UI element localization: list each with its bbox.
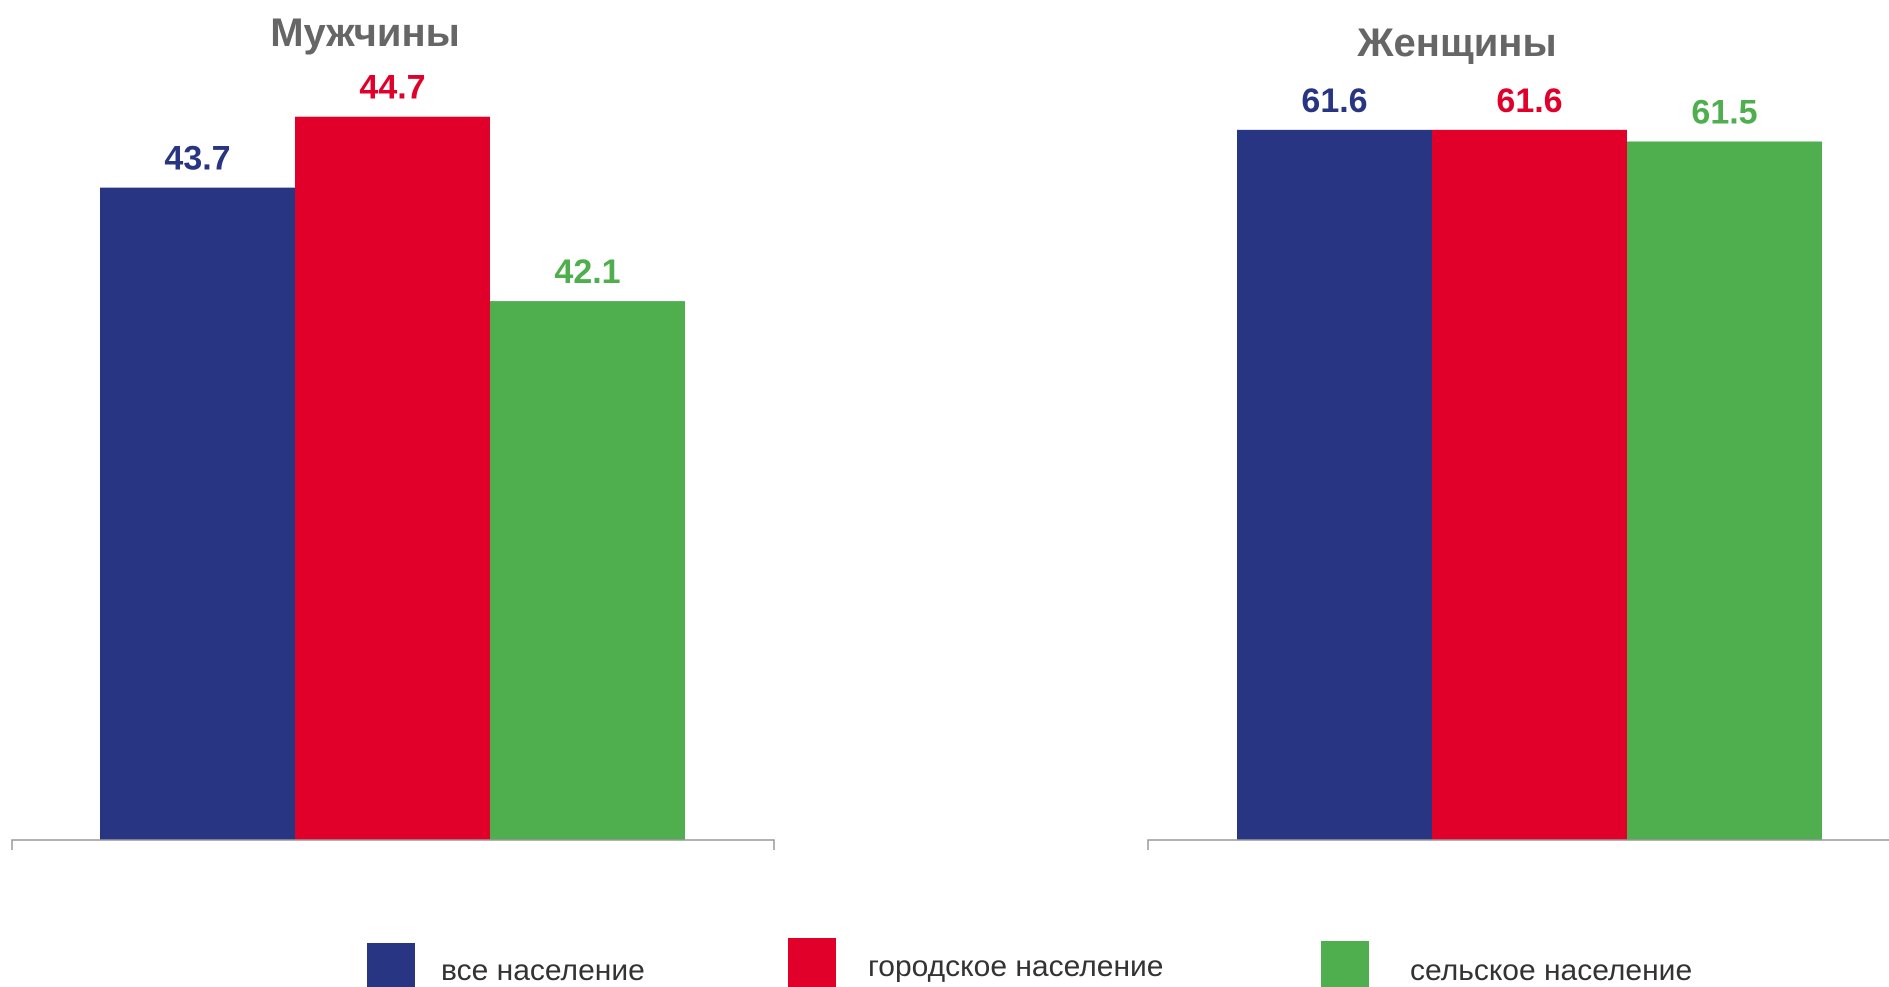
chart-panel-men: Мужчины 43.7 44.7 42.1 bbox=[11, 11, 775, 850]
bar-women-urban bbox=[1432, 129, 1627, 840]
value-label-men-all: 43.7 bbox=[164, 140, 230, 178]
legend-item-rural: сельское население bbox=[1321, 941, 1692, 987]
bar-men-urban bbox=[295, 116, 490, 840]
legend-swatch-all bbox=[367, 943, 415, 987]
chart-title-women: Женщины bbox=[1356, 21, 1556, 65]
legend-label-rural: сельское население bbox=[1410, 954, 1692, 987]
chart-title-men: Мужчины bbox=[270, 11, 460, 55]
value-label-men-urban: 44.7 bbox=[359, 69, 425, 107]
value-label-women-urban: 61.6 bbox=[1496, 82, 1562, 120]
legend-swatch-urban bbox=[788, 938, 836, 987]
value-label-group-women: 61.6 61.6 61.5 bbox=[1301, 82, 1757, 132]
chart-panel-women: Женщины 61.6 61.6 61.5 bbox=[1147, 21, 1889, 850]
legend-item-urban: городское население bbox=[788, 938, 1164, 987]
bar-women-all bbox=[1237, 129, 1432, 840]
value-label-women-all: 61.6 bbox=[1301, 82, 1367, 120]
value-label-women-rural: 61.5 bbox=[1691, 93, 1757, 131]
legend-label-all: все население bbox=[441, 954, 645, 987]
legend-label-urban: городское население bbox=[868, 950, 1164, 983]
bar-group-women bbox=[1237, 129, 1822, 840]
value-label-group-men: 43.7 44.7 42.1 bbox=[164, 69, 620, 291]
legend-swatch-rural bbox=[1321, 941, 1369, 987]
value-label-men-rural: 42.1 bbox=[554, 253, 620, 291]
x-axis-men bbox=[11, 839, 775, 850]
bar-men-rural bbox=[490, 301, 685, 840]
x-axis-women bbox=[1147, 839, 1889, 850]
bar-group-men bbox=[100, 116, 685, 841]
legend-item-all: все население bbox=[367, 943, 645, 987]
legend: все население городское население сельск… bbox=[367, 938, 1692, 987]
bar-men-all bbox=[100, 187, 295, 841]
bar-women-rural bbox=[1627, 141, 1822, 840]
